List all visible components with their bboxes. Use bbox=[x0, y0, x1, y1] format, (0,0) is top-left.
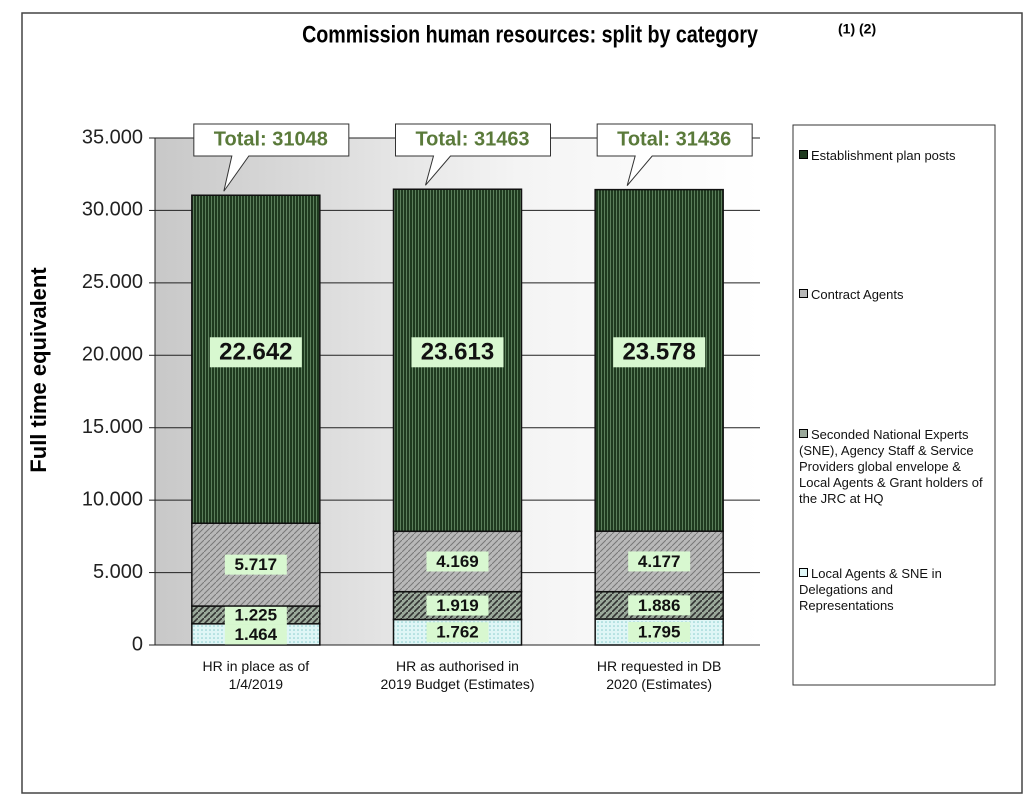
x-tick-label: HR requested in DB 2020 (Estimates) bbox=[596, 658, 722, 692]
value-label: 22.642 bbox=[219, 339, 292, 366]
legend-label: Seconded National Experts (SNE), Agency … bbox=[799, 427, 983, 506]
legend-swatch bbox=[799, 568, 808, 577]
callout bbox=[193, 123, 350, 192]
value-label: 4.177 bbox=[638, 552, 681, 571]
label-box bbox=[426, 622, 489, 643]
label-box bbox=[628, 551, 691, 572]
value-label: 23.578 bbox=[622, 339, 695, 366]
legend-entry: Local Agents & SNE in Delegations and Re… bbox=[799, 566, 989, 614]
value-label: 1.762 bbox=[436, 623, 479, 642]
value-label: 1.795 bbox=[638, 622, 681, 641]
label-box bbox=[209, 337, 302, 368]
frame bbox=[21, 12, 1023, 794]
value-label: 4.169 bbox=[436, 552, 479, 571]
legend-label: Establishment plan posts bbox=[811, 148, 956, 163]
value-label: 1.886 bbox=[638, 596, 681, 615]
x-tick-label: HR as authorised in 2019 Budget (Estimat… bbox=[380, 658, 535, 692]
y-tick-label: 25.000 bbox=[82, 271, 143, 293]
legend-entry: Seconded National Experts (SNE), Agency … bbox=[799, 427, 989, 507]
total-label: Total: 31048 bbox=[214, 128, 328, 150]
label-box bbox=[426, 595, 489, 616]
label-box bbox=[224, 554, 287, 575]
legend-swatch bbox=[799, 429, 808, 438]
y-tick-label: 10.000 bbox=[82, 488, 143, 510]
x-tick-label: HR in place as of 1/4/2019 bbox=[202, 658, 310, 692]
legend-box bbox=[792, 124, 996, 686]
y-tick-label: 5.000 bbox=[93, 561, 143, 583]
callout bbox=[596, 123, 753, 186]
y-tick-label: 35.000 bbox=[82, 126, 143, 148]
value-label: 1.225 bbox=[235, 605, 278, 624]
legend-entry: Establishment plan posts bbox=[799, 148, 989, 164]
chart-title: Commission human resources: split by cat… bbox=[302, 20, 759, 47]
value-label: 1.919 bbox=[436, 596, 479, 615]
label-box bbox=[411, 337, 504, 368]
legend-label: Contract Agents bbox=[811, 287, 904, 302]
value-label: 23.613 bbox=[421, 339, 494, 366]
value-label: 1.464 bbox=[235, 625, 278, 644]
y-tick-label: 30.000 bbox=[82, 199, 143, 221]
legend-label: Local Agents & SNE in Delegations and Re… bbox=[799, 566, 942, 613]
total-label: Total: 31436 bbox=[617, 128, 731, 150]
y-tick-label: 15.000 bbox=[82, 416, 143, 438]
callout bbox=[395, 123, 551, 186]
legend-swatch bbox=[799, 289, 808, 298]
y-axis-label: Full time equivalent bbox=[26, 267, 51, 473]
legend-entry: Contract Agents bbox=[799, 287, 989, 303]
y-tick-label: 20.000 bbox=[82, 344, 143, 366]
y-tick-label: 0 bbox=[132, 633, 143, 655]
label-box bbox=[224, 624, 287, 645]
label-box bbox=[628, 621, 691, 642]
legend-swatch bbox=[799, 150, 808, 159]
label-box bbox=[224, 604, 287, 625]
value-label: 5.717 bbox=[235, 555, 278, 574]
title-note: (1) (2) bbox=[838, 21, 876, 37]
label-box bbox=[613, 337, 706, 368]
label-box bbox=[628, 595, 691, 616]
total-label: Total: 31463 bbox=[415, 128, 529, 150]
label-box bbox=[426, 551, 489, 572]
